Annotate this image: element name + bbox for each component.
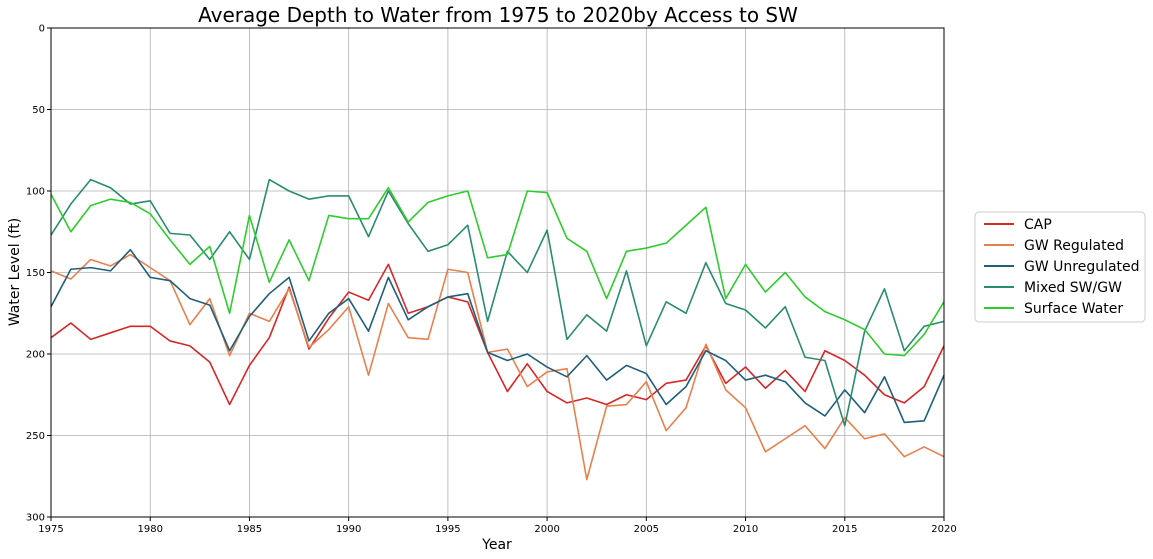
x-tick-label: 1985	[237, 524, 262, 535]
x-tick-label: 1995	[435, 524, 460, 535]
series-line-gw-unregulated	[50, 248, 945, 424]
y-axis-label: Water Level (ft)	[7, 218, 23, 326]
legend-label-cap: CAP	[1024, 217, 1052, 233]
x-tick-label: 2005	[634, 524, 659, 535]
y-tick-label: 300	[26, 513, 45, 524]
legend-label-gw-regulated: GW Regulated	[1024, 238, 1124, 254]
x-axis-ticks: 1975 1980 1985 1990 1995 2000 2005 2010 2015 2020	[38, 517, 957, 535]
x-axis-label: Year	[481, 537, 512, 553]
legend: CAP GW Regulated GW Unregulated Mixed SW/GW…	[974, 211, 1146, 323]
y-axis-ticks: 0 50 100 150 200 250 300	[26, 24, 51, 524]
legend-frame	[974, 211, 1146, 323]
chart-title: Average Depth to Water from 1975 to 2020…	[198, 3, 798, 27]
series-line-gw-regulated	[50, 253, 945, 481]
series-line-surface-water	[50, 186, 945, 357]
legend-items: CAP GW Regulated GW Unregulated Mixed SW/GW…	[984, 217, 1140, 317]
y-tick-label: 50	[32, 105, 45, 116]
x-tick-label: 1990	[336, 524, 361, 535]
y-tick-label: 250	[26, 431, 45, 442]
x-tick-label: 2020	[931, 524, 956, 535]
y-tick-label: 0	[39, 24, 45, 35]
y-tick-label: 150	[26, 268, 45, 279]
series-line-cap	[50, 263, 945, 406]
x-tick-label: 2010	[733, 524, 758, 535]
x-tick-label: 2000	[534, 524, 559, 535]
series-line-mixed-sw-gw	[50, 178, 945, 427]
x-tick-label: 1980	[137, 524, 162, 535]
legend-label-surface-water: Surface Water	[1024, 301, 1123, 317]
legend-label-mixed-sw-gw: Mixed SW/GW	[1024, 280, 1122, 296]
y-tick-label: 100	[26, 187, 45, 198]
y-tick-label: 200	[26, 350, 45, 361]
x-tick-label: 2015	[832, 524, 857, 535]
series-lines	[50, 178, 945, 481]
x-tick-label: 1975	[38, 524, 63, 535]
legend-label-gw-unregulated: GW Unregulated	[1024, 259, 1140, 275]
